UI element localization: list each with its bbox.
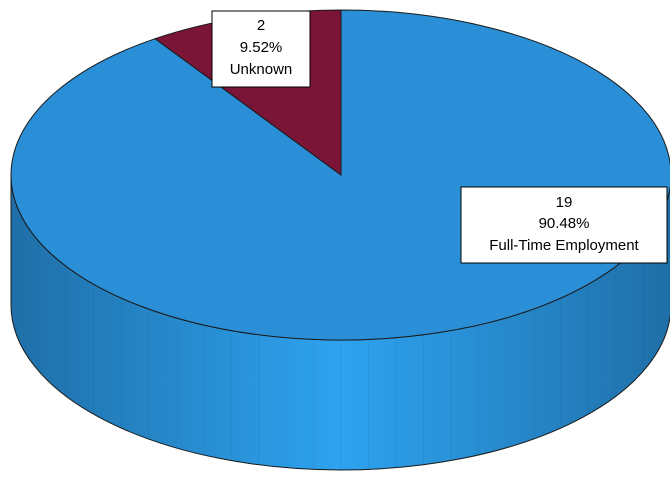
label-full-time-name: Full-Time Employment [489,237,639,254]
label-unknown-percent: 9.52% [240,39,283,56]
label-full-time-count: 19 [556,194,573,211]
label-full-time-box [460,186,668,264]
label-full-time-percent: 90.48% [539,215,590,232]
pie-side-shading [38,240,644,470]
label-full-time: 19 90.48% Full-Time Employment [460,186,668,264]
label-unknown-box [211,10,311,88]
label-unknown-count: 2 [257,17,265,34]
label-unknown-name: Unknown [230,61,293,78]
label-unknown: 2 9.52% Unknown [211,10,311,88]
